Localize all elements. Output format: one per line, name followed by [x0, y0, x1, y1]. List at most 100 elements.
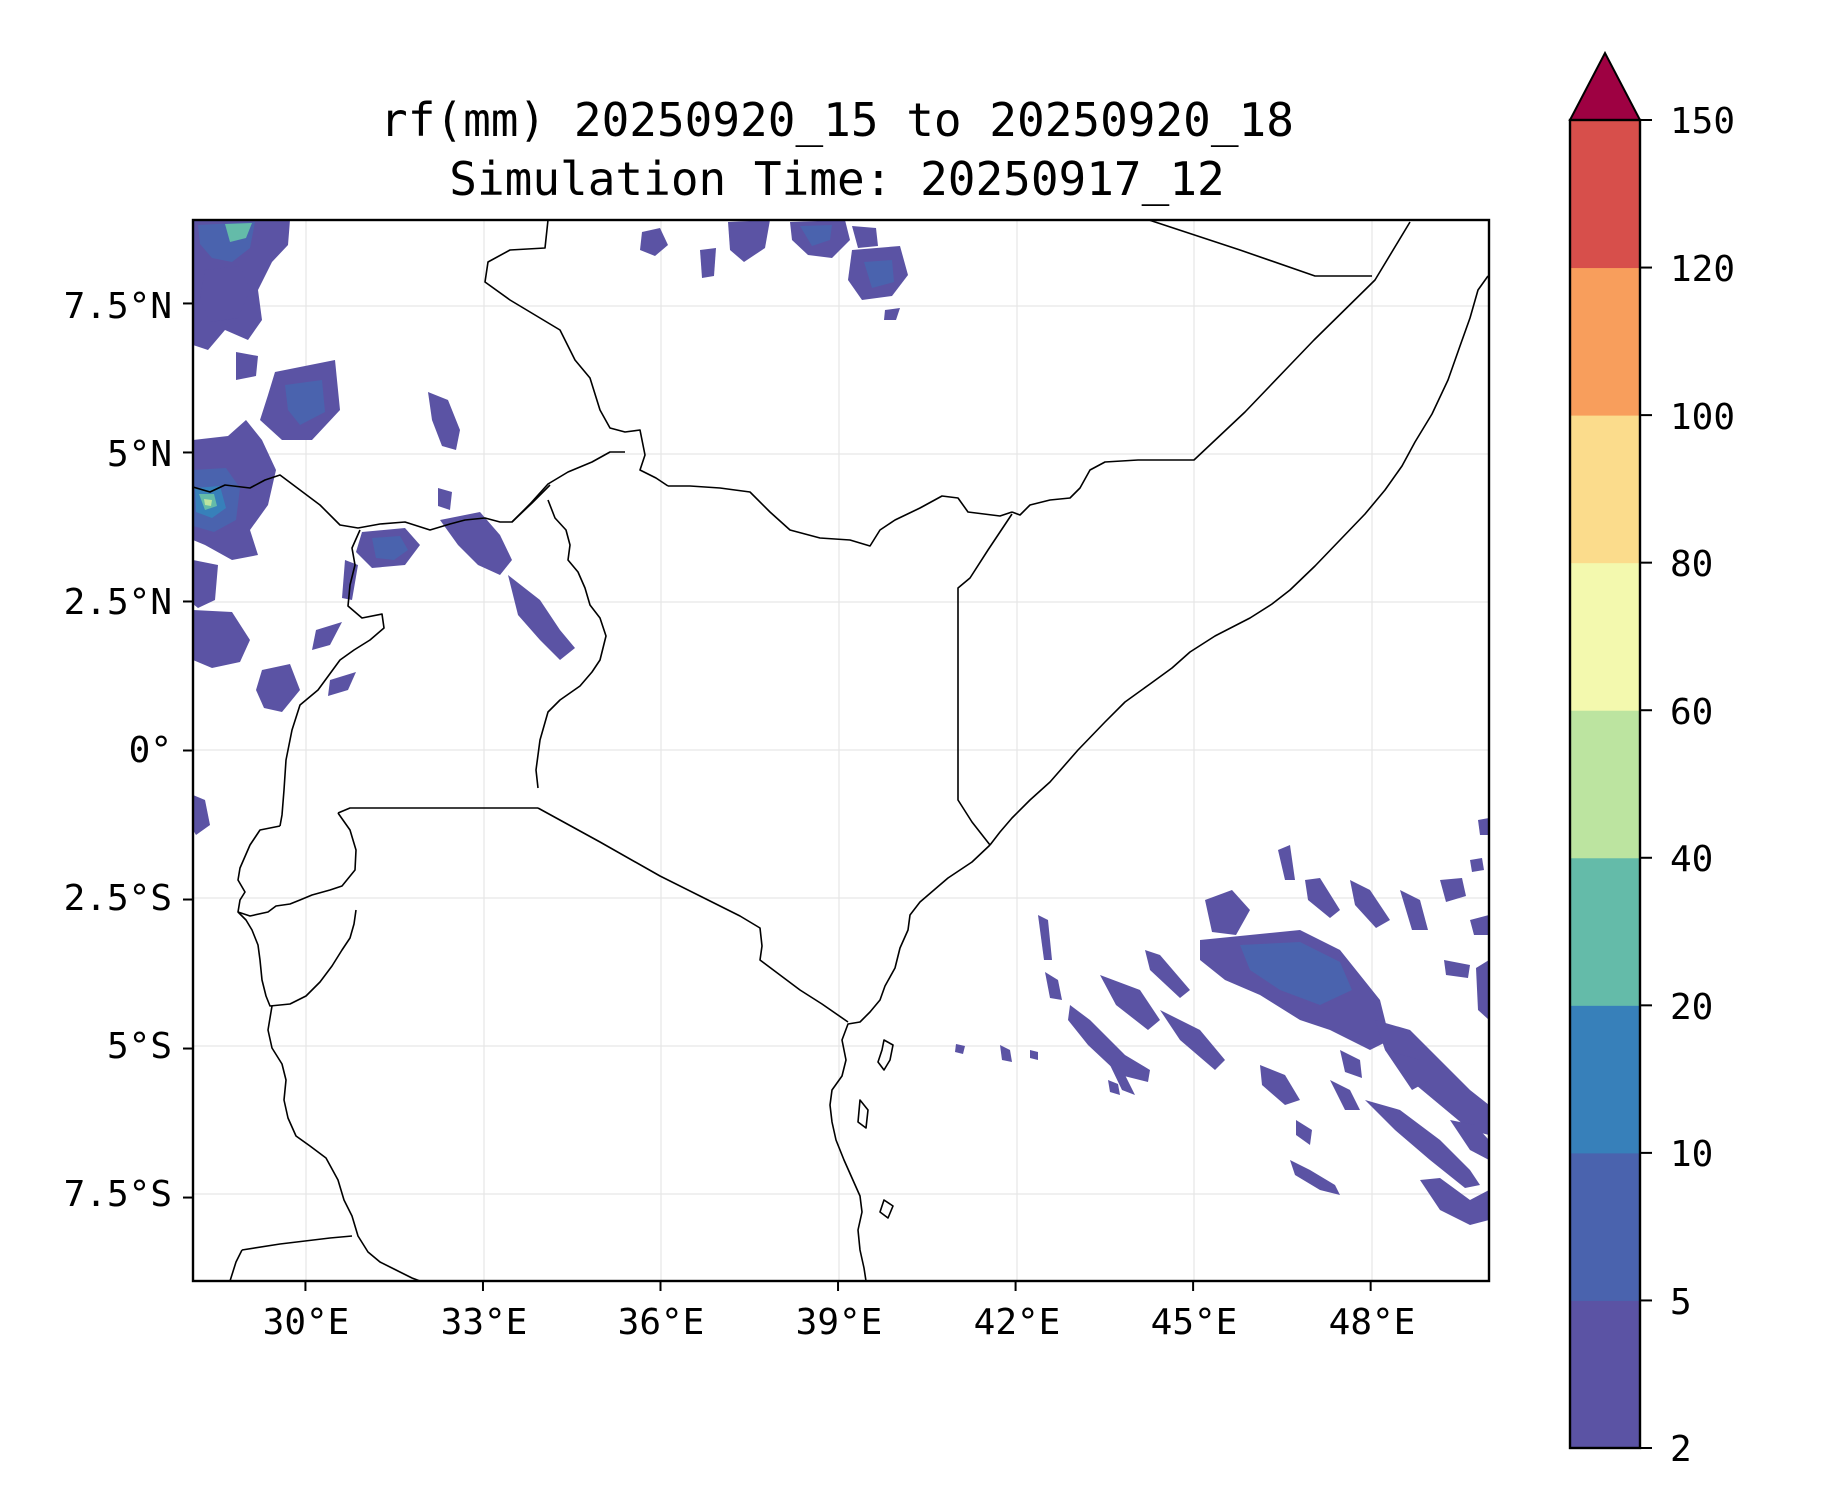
x-tick-label: 42°E	[974, 1302, 1061, 1343]
rain-patch	[193, 795, 210, 835]
rain-patch	[700, 248, 716, 278]
rain-patch	[1030, 1050, 1038, 1060]
rain-patch	[852, 226, 878, 248]
y-tick-marks	[183, 302, 193, 1199]
border-ethiopia-somalia	[1011, 221, 1411, 516]
rain-patch	[1260, 1065, 1300, 1105]
precipitation-field	[193, 220, 1489, 1225]
rain-patch	[1110, 1065, 1135, 1095]
colorbar-frame	[1568, 118, 1642, 1450]
rain-patch	[640, 228, 668, 256]
rain-patch	[1400, 890, 1428, 930]
rain-patch	[440, 512, 512, 575]
title-line-2: Simulation Time: 20250917_12	[449, 152, 1224, 206]
border-ethiopia-kenya	[668, 485, 1013, 547]
y-tick-label: 5°N	[107, 434, 172, 475]
rain-patch	[864, 260, 894, 288]
rain-patch	[285, 380, 325, 425]
rain-patch	[1470, 858, 1484, 872]
rain-patch	[1365, 1100, 1480, 1188]
coastline-east-africa	[989, 275, 1489, 846]
border-kenya-tanzania	[537, 807, 849, 1023]
colorbar-labels: 150 120 100 80 60 40 20 10 5 2	[1670, 101, 1735, 1470]
colorbar-segment	[1570, 562, 1640, 711]
rain-patch	[193, 610, 250, 668]
border-djibouti-somaliland	[1148, 220, 1372, 277]
rain-patch	[1444, 960, 1470, 978]
colorbar-segment	[1570, 1152, 1640, 1301]
x-tick-label: 30°E	[263, 1302, 350, 1343]
rain-patch	[438, 488, 452, 510]
rain-patch	[1420, 1178, 1489, 1225]
border-burundi-tanzania	[237, 909, 357, 1007]
rain-patch	[256, 664, 300, 712]
coastline-kenya-tanzania	[829, 844, 991, 1281]
rain-patch	[193, 560, 218, 608]
rain-patch	[428, 392, 460, 450]
border-zambia-tanzania	[241, 1235, 353, 1251]
colorbar-label: 80	[1670, 544, 1713, 585]
rain-patch	[884, 308, 900, 320]
title-line-1: rf(mm) 20250920_15 to 20250920_18	[380, 93, 1294, 147]
colorbar-ticks	[1640, 119, 1652, 1449]
rain-patch	[1278, 845, 1295, 880]
colorbar-segment	[1570, 415, 1640, 564]
colorbar-extend-triangle	[1568, 50, 1642, 121]
rain-patch	[1385, 1050, 1430, 1090]
x-axis: 30°E 33°E 36°E 39°E 42°E 45°E 48°E	[263, 1302, 1416, 1343]
colorbar-segment	[1570, 857, 1640, 1006]
rain-patch	[1290, 1160, 1340, 1195]
rain-patch	[1476, 960, 1489, 1020]
lake-tanganyika	[267, 1005, 421, 1281]
map-panel	[183, 218, 1491, 1291]
colorbar-label: 60	[1670, 692, 1713, 733]
rain-patch	[1330, 1080, 1360, 1110]
y-tick-label: 2.5°N	[64, 582, 172, 623]
border-uganda-tanzania	[337, 807, 538, 814]
rain-patch	[1350, 880, 1390, 928]
y-axis: 7.5°N 5°N 2.5°N 0° 2.5°S 5°S 7.5°S	[64, 286, 172, 1215]
border-rwanda-burundi-drc	[237, 812, 357, 917]
gridlines	[193, 220, 1489, 1281]
island-mafia-pemba	[857, 1099, 869, 1129]
rain-patch	[1000, 1045, 1012, 1062]
x-tick-label: 33°E	[441, 1302, 528, 1343]
rain-patch	[1205, 890, 1250, 935]
colorbar-segment	[1570, 267, 1640, 416]
rain-patch	[200, 266, 250, 322]
rain-patch	[1108, 1080, 1120, 1095]
country-borders	[193, 220, 1489, 1281]
rain-patch	[1305, 878, 1340, 918]
rain-patch	[236, 352, 258, 380]
colorbar-label: 20	[1670, 987, 1713, 1028]
colorbar-label: 40	[1670, 839, 1713, 880]
y-tick-label: 5°S	[107, 1026, 172, 1067]
colorbar-label: 5	[1670, 1282, 1692, 1323]
colorbar-segments	[1570, 120, 1640, 1449]
x-tick-label: 39°E	[796, 1302, 883, 1343]
border-uganda-drc	[279, 529, 385, 827]
rain-patch	[508, 575, 575, 660]
colorbar: 150 120 100 80 60 40 20 10 5 2	[1568, 50, 1735, 1470]
rain-patch	[1440, 878, 1466, 902]
rain-patch	[225, 223, 252, 242]
colorbar-label: 120	[1670, 249, 1735, 290]
rain-patch	[312, 622, 342, 650]
rain-patch	[1045, 972, 1062, 1000]
colorbar-label: 2	[1670, 1429, 1692, 1470]
y-tick-label: 7.5°N	[64, 286, 172, 327]
colorbar-segment	[1570, 1005, 1640, 1154]
x-tick-label: 48°E	[1329, 1302, 1416, 1343]
y-tick-label: 2.5°S	[64, 878, 172, 919]
rain-patch	[1450, 1120, 1489, 1160]
colorbar-label: 10	[1670, 1134, 1713, 1175]
rain-patch	[1100, 975, 1160, 1030]
island-mafia	[879, 1199, 894, 1219]
rain-patch	[1470, 915, 1489, 935]
rain-patch	[328, 672, 356, 696]
rain-patch	[1160, 1010, 1225, 1070]
rain-patch	[1145, 950, 1190, 998]
border-zambia-sw	[229, 1249, 243, 1281]
rain-patch	[1375, 1020, 1489, 1135]
